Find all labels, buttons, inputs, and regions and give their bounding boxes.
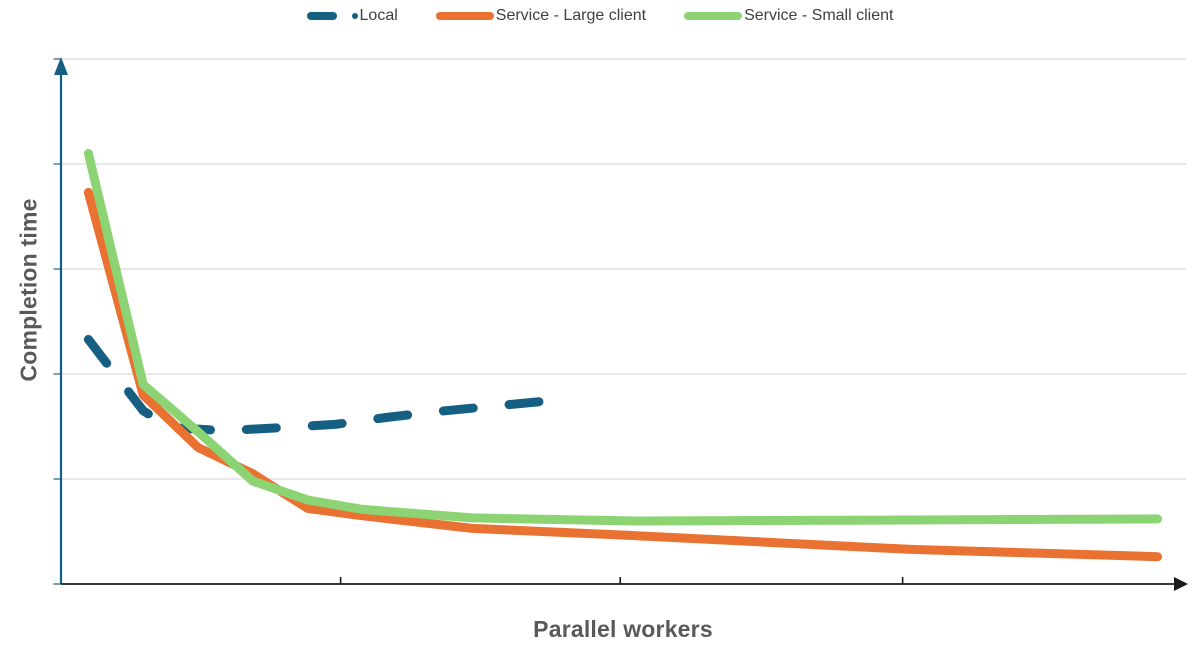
series-line-service-small-client — [83, 149, 1163, 526]
legend-item-service-small-client: Service - Small client — [684, 5, 893, 27]
legend-bar-swatch-icon — [435, 12, 494, 20]
legend-item-local: Local — [306, 5, 398, 27]
y-axis-arrowhead-icon — [54, 57, 68, 75]
legend-bar-swatch-icon — [684, 12, 743, 20]
x-axis-title: Parallel workers — [533, 616, 713, 642]
series-line-local — [83, 334, 559, 436]
chart-legend: Local Service - Large client Service - S… — [0, 5, 1200, 27]
x-axis-arrowhead-icon — [1174, 577, 1188, 591]
legend-dash-swatch-icon — [306, 12, 337, 20]
series-line-service-large-client — [83, 187, 1163, 562]
legend-item-service-large-client: Service - Large client — [435, 5, 647, 27]
legend-label-service-large-client: Service - Large client — [495, 7, 647, 24]
legend-label-local: Local — [359, 7, 398, 24]
legend-label-service-small-client: Service - Small client — [744, 7, 894, 24]
legend-dot-swatch-icon — [351, 13, 358, 19]
